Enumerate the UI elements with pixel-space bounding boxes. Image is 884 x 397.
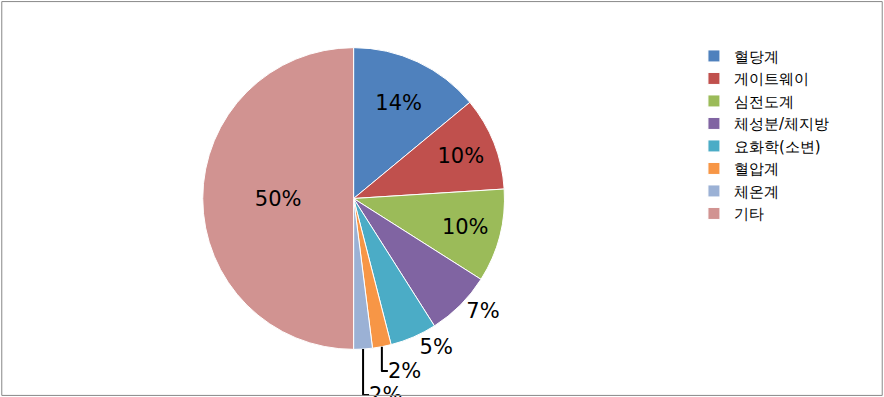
svg-text:5%: 5% <box>420 335 453 359</box>
svg-text:2%: 2% <box>369 383 402 397</box>
svg-text:심전도계: 심전도계 <box>734 93 794 111</box>
svg-text:혈당계: 혈당계 <box>734 48 779 66</box>
svg-text:7%: 7% <box>466 299 499 323</box>
svg-text:10%: 10% <box>437 144 484 168</box>
svg-text:2%: 2% <box>388 359 421 383</box>
svg-text:체성분/체지방: 체성분/체지방 <box>734 115 829 133</box>
svg-text:요화학(소변): 요화학(소변) <box>734 138 821 156</box>
svg-text:혈압계: 혈압계 <box>734 160 779 178</box>
svg-text:체온계: 체온계 <box>734 183 779 201</box>
svg-text:50%: 50% <box>255 187 302 211</box>
svg-text:기타: 기타 <box>734 205 764 223</box>
svg-text:14%: 14% <box>375 91 422 115</box>
svg-text:10%: 10% <box>442 215 489 239</box>
svg-text:게이트웨이: 게이트웨이 <box>734 70 809 88</box>
